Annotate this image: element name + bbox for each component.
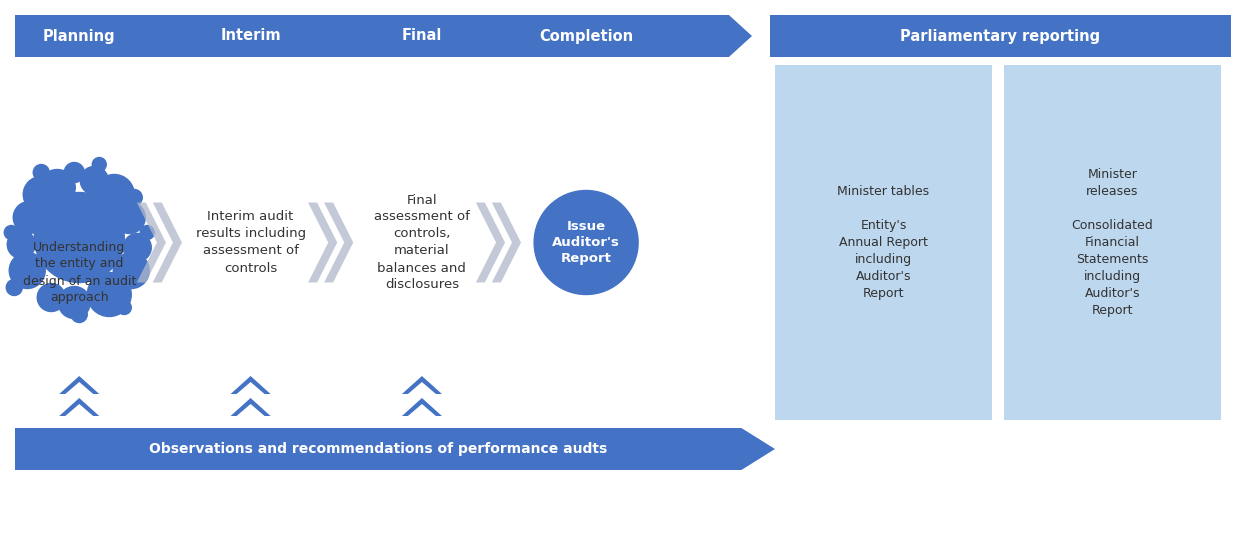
Polygon shape — [492, 203, 521, 282]
Text: Planning: Planning — [42, 28, 116, 44]
Circle shape — [65, 162, 85, 183]
Text: Observations and recommendations of performance audts: Observations and recommendations of perf… — [150, 442, 607, 456]
Circle shape — [113, 202, 146, 233]
Circle shape — [34, 165, 50, 180]
FancyBboxPatch shape — [770, 15, 1231, 57]
Text: Completion: Completion — [540, 28, 633, 44]
Circle shape — [24, 177, 60, 213]
Circle shape — [14, 202, 45, 233]
Circle shape — [92, 158, 106, 172]
Circle shape — [71, 306, 87, 323]
FancyBboxPatch shape — [1004, 65, 1221, 420]
Polygon shape — [15, 428, 775, 470]
Circle shape — [113, 252, 150, 288]
Circle shape — [40, 169, 75, 205]
Text: Minister tables

Entity's
Annual Report
including
Auditor's
Report: Minister tables Entity's Annual Report i… — [837, 185, 930, 300]
Circle shape — [126, 190, 142, 205]
Text: Final
assessment of
controls,
material
balances and
disclosures: Final assessment of controls, material b… — [374, 193, 470, 292]
Circle shape — [7, 231, 35, 258]
Circle shape — [59, 287, 90, 318]
Text: Minister
releases

Consolidated
Financial
Statements
including
Auditor's
Report: Minister releases Consolidated Financial… — [1072, 168, 1154, 317]
Circle shape — [9, 252, 45, 288]
Polygon shape — [153, 203, 182, 282]
Text: Interim: Interim — [221, 28, 280, 44]
Polygon shape — [308, 203, 338, 282]
Circle shape — [95, 174, 135, 215]
Polygon shape — [402, 376, 442, 394]
Polygon shape — [60, 398, 100, 416]
Text: Understanding
the entity and
design of an audit
approach: Understanding the entity and design of a… — [22, 240, 136, 305]
Polygon shape — [15, 15, 753, 57]
Polygon shape — [231, 398, 270, 416]
Text: Parliamentary reporting: Parliamentary reporting — [901, 28, 1100, 44]
Circle shape — [6, 280, 22, 295]
Text: Issue
Auditor's
Report: Issue Auditor's Report — [552, 220, 621, 265]
Polygon shape — [137, 203, 166, 282]
Circle shape — [535, 191, 638, 294]
Polygon shape — [324, 203, 354, 282]
Circle shape — [141, 226, 155, 239]
Text: Final: Final — [401, 28, 442, 44]
Circle shape — [80, 167, 108, 195]
Polygon shape — [402, 398, 442, 416]
Circle shape — [34, 192, 125, 282]
Circle shape — [117, 300, 131, 314]
Polygon shape — [60, 376, 100, 394]
Circle shape — [37, 283, 65, 312]
Circle shape — [4, 226, 19, 239]
Polygon shape — [476, 203, 505, 282]
Circle shape — [123, 233, 151, 262]
FancyBboxPatch shape — [775, 65, 992, 420]
Text: Interim audit
results including
assessment of
controls: Interim audit results including assessme… — [196, 210, 305, 275]
Circle shape — [87, 272, 131, 317]
Polygon shape — [231, 376, 270, 394]
